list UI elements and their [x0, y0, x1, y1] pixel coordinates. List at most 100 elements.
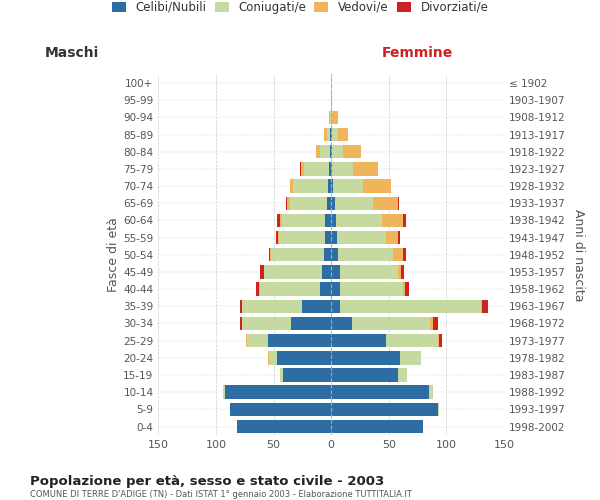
- Bar: [283, 368, 331, 382]
- Bar: [268, 334, 331, 347]
- Bar: [246, 334, 247, 347]
- Bar: [332, 128, 338, 141]
- Bar: [328, 180, 331, 193]
- Bar: [277, 214, 280, 227]
- Bar: [259, 282, 260, 296]
- Bar: [324, 128, 326, 141]
- Bar: [403, 282, 405, 296]
- Text: Popolazione per età, sesso e stato civile - 2003: Popolazione per età, sesso e stato civil…: [30, 474, 384, 488]
- Bar: [242, 317, 291, 330]
- Text: Maschi: Maschi: [45, 46, 99, 60]
- Bar: [331, 231, 337, 244]
- Bar: [316, 145, 320, 158]
- Bar: [330, 110, 331, 124]
- Bar: [331, 351, 400, 364]
- Bar: [340, 300, 481, 313]
- Bar: [293, 180, 328, 193]
- Bar: [331, 317, 352, 330]
- Bar: [343, 145, 361, 158]
- Bar: [331, 196, 335, 210]
- Bar: [269, 248, 270, 262]
- Bar: [398, 265, 401, 278]
- Bar: [331, 334, 386, 347]
- Bar: [237, 420, 331, 433]
- Bar: [386, 231, 398, 244]
- Bar: [382, 214, 403, 227]
- Bar: [260, 265, 265, 278]
- Bar: [291, 317, 331, 330]
- Bar: [268, 351, 269, 364]
- Y-axis label: Fasce di età: Fasce di età: [107, 218, 121, 292]
- Bar: [331, 110, 332, 124]
- Bar: [301, 162, 304, 175]
- Bar: [386, 334, 438, 347]
- Bar: [286, 196, 287, 210]
- Bar: [271, 248, 324, 262]
- Bar: [330, 128, 331, 141]
- Bar: [332, 162, 353, 175]
- Bar: [276, 231, 278, 244]
- Bar: [398, 231, 400, 244]
- Bar: [331, 180, 334, 193]
- Bar: [331, 300, 340, 313]
- Bar: [332, 145, 343, 158]
- Y-axis label: Anni di nascita: Anni di nascita: [572, 208, 585, 301]
- Bar: [398, 368, 407, 382]
- Bar: [242, 300, 302, 313]
- Bar: [278, 231, 280, 244]
- Bar: [300, 162, 301, 175]
- Bar: [320, 282, 331, 296]
- Bar: [331, 214, 336, 227]
- Bar: [482, 300, 488, 313]
- Bar: [398, 196, 399, 210]
- Bar: [331, 386, 429, 399]
- Bar: [287, 196, 290, 210]
- Bar: [331, 128, 332, 141]
- Bar: [269, 351, 277, 364]
- Bar: [403, 214, 406, 227]
- Bar: [340, 282, 403, 296]
- Bar: [280, 231, 325, 244]
- Bar: [329, 110, 330, 124]
- Bar: [373, 196, 398, 210]
- Bar: [324, 248, 331, 262]
- Bar: [329, 162, 331, 175]
- Bar: [270, 248, 271, 262]
- Bar: [304, 162, 329, 175]
- Bar: [230, 402, 331, 416]
- Bar: [325, 231, 331, 244]
- Bar: [364, 180, 391, 193]
- Bar: [438, 334, 439, 347]
- Text: COMUNE DI TERRE D'ADIGE (TN) - Dati ISTAT 1° gennaio 2003 - Elaborazione TUTTITA: COMUNE DI TERRE D'ADIGE (TN) - Dati ISTA…: [30, 490, 412, 499]
- Bar: [331, 145, 332, 158]
- Bar: [320, 145, 330, 158]
- Bar: [225, 386, 331, 399]
- Bar: [400, 351, 421, 364]
- Bar: [336, 214, 382, 227]
- Bar: [331, 402, 438, 416]
- Bar: [240, 300, 242, 313]
- Bar: [338, 248, 394, 262]
- Bar: [481, 300, 482, 313]
- Bar: [331, 162, 332, 175]
- Bar: [260, 282, 320, 296]
- Bar: [338, 128, 349, 141]
- Bar: [280, 368, 283, 382]
- Bar: [331, 248, 338, 262]
- Bar: [326, 128, 330, 141]
- Bar: [240, 317, 242, 330]
- Bar: [334, 180, 364, 193]
- Bar: [403, 248, 406, 262]
- Bar: [401, 265, 404, 278]
- Bar: [322, 265, 331, 278]
- Legend: Celibi/Nubili, Coniugati/e, Vedovi/e, Divorziati/e: Celibi/Nubili, Coniugati/e, Vedovi/e, Di…: [112, 1, 488, 14]
- Bar: [223, 386, 225, 399]
- Bar: [433, 317, 438, 330]
- Bar: [331, 368, 398, 382]
- Bar: [331, 420, 424, 433]
- Bar: [302, 300, 331, 313]
- Text: Femmine: Femmine: [382, 46, 453, 60]
- Bar: [352, 317, 430, 330]
- Bar: [429, 386, 433, 399]
- Bar: [277, 351, 331, 364]
